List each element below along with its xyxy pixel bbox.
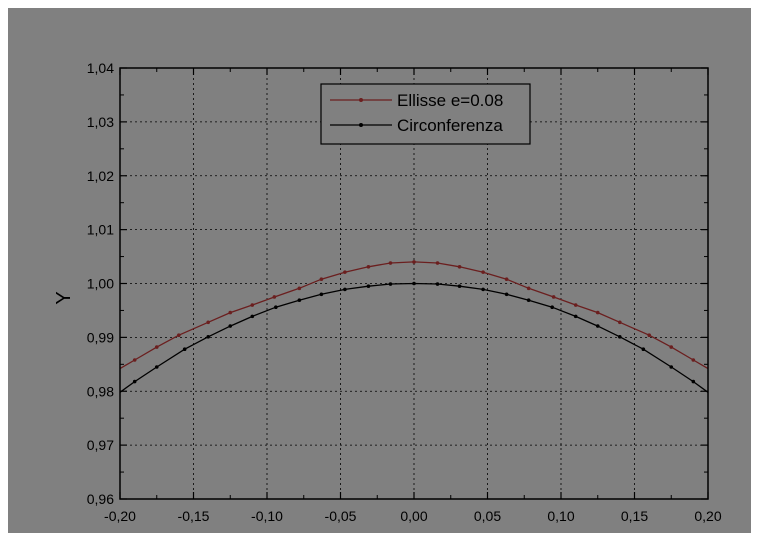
series-point-ellipse: [319, 277, 324, 281]
legend-label-ellipse: Ellisse e=0.08: [397, 91, 503, 110]
series-point-circle: [691, 379, 696, 384]
x-tick-labels: -0,20 -0,15 -0,10 -0,05 0,00 0,05 0,10 0,15 0,20: [104, 508, 722, 524]
series-point-circle: [297, 298, 302, 303]
y-tick-labels: 0,96 0,97 0,98 0,99 1,00 1,01 1,02 1,03 1,04: [87, 60, 114, 507]
series-point-ellipse: [343, 270, 347, 274]
series-point-ellipse: [691, 358, 696, 362]
series-point-ellipse: [618, 320, 622, 325]
series-point-ellipse: [388, 261, 393, 265]
x-tick-label: -0,10: [251, 508, 283, 524]
series-point-ellipse: [366, 264, 371, 269]
series-point-ellipse: [297, 286, 302, 291]
x-tick-label: 0,15: [621, 508, 648, 524]
series-point-ellipse: [412, 260, 416, 264]
y-tick-label: 0,99: [87, 329, 114, 345]
series-point-circle: [228, 324, 233, 328]
x-tick-label: 0,20: [694, 508, 721, 524]
axis-ticks: [119, 67, 709, 500]
series-point-circle: [435, 282, 440, 286]
series-point-ellipse: [250, 303, 255, 307]
series-point-circle: [343, 287, 347, 292]
series-point-circle: [618, 335, 622, 339]
series-point-circle: [388, 282, 393, 286]
series-point-circle: [274, 305, 278, 310]
series-point-circle: [132, 379, 137, 384]
series-point-circle: [595, 324, 600, 328]
legend-label-circle: Circonferenza: [397, 116, 503, 135]
series-point-circle: [550, 305, 554, 310]
x-tick-label: -0,15: [178, 508, 210, 524]
series-point-ellipse: [481, 270, 485, 274]
y-axis-label: Y: [53, 291, 75, 304]
y-tick-label: 1,04: [87, 60, 114, 76]
series-point-ellipse: [551, 295, 556, 299]
y-tick-label: 0,96: [87, 491, 114, 507]
y-tick-label: 1,02: [87, 168, 114, 184]
series-point-ellipse: [228, 310, 233, 315]
legend-marker-circle: [359, 123, 363, 127]
series-point-ellipse: [526, 286, 531, 291]
series-point-circle: [366, 284, 371, 288]
series-point-circle: [573, 314, 578, 319]
series-point-ellipse: [647, 333, 651, 338]
series-point-ellipse: [154, 345, 159, 349]
series-point-circle: [481, 287, 485, 292]
legend-box: [320, 83, 531, 145]
series-point-circle: [457, 284, 462, 288]
series-point-ellipse: [573, 303, 578, 307]
series-point-ellipse: [177, 333, 181, 338]
x-tick-label: 0,10: [547, 508, 574, 524]
y-tick-label: 1,03: [87, 114, 114, 130]
series-point-circle: [182, 347, 187, 352]
x-tick-label: 0,00: [400, 508, 427, 524]
series-point-ellipse: [132, 358, 137, 362]
series-point-ellipse: [206, 320, 210, 325]
series-point-circle: [154, 365, 159, 369]
y-tick-label: 0,98: [87, 383, 114, 399]
series-point-circle: [412, 281, 416, 286]
series-point-ellipse: [669, 345, 674, 349]
series-point-circle: [641, 347, 646, 352]
series-layer: [119, 260, 709, 393]
x-tick-label: 0,05: [474, 508, 501, 524]
x-tick-label: -0,05: [325, 508, 357, 524]
series-point-circle: [319, 292, 324, 297]
series-point-ellipse: [504, 277, 509, 281]
y-tick-label: 1,01: [87, 222, 114, 238]
series-point-circle: [526, 298, 531, 303]
series-point-ellipse: [435, 261, 440, 265]
y-tick-label: 0,97: [87, 437, 114, 453]
series-point-ellipse: [595, 310, 600, 315]
series-point-circle: [250, 314, 255, 319]
y-tick-label: 1,00: [87, 276, 114, 292]
series-point-circle: [504, 292, 509, 297]
series-point-ellipse: [457, 264, 462, 269]
x-tick-label: -0,20: [104, 508, 136, 524]
legend-marker-ellipse: [359, 98, 363, 102]
series-point-ellipse: [272, 295, 277, 299]
legend: Ellisse e=0.08 Circonferenza: [320, 83, 531, 145]
series-point-circle: [669, 365, 674, 369]
series-point-circle: [206, 335, 210, 339]
